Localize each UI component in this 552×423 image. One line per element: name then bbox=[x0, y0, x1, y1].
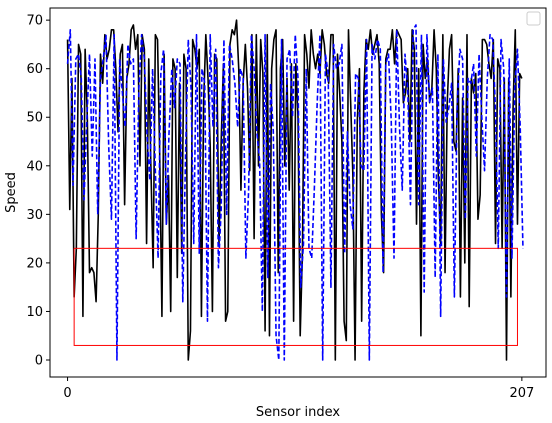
y-tick-label: 40 bbox=[26, 159, 43, 174]
legend bbox=[526, 11, 541, 26]
highlight-rectangle bbox=[73, 247, 518, 346]
legend-box bbox=[526, 11, 541, 26]
y-axis-title: Speed bbox=[4, 172, 19, 213]
plot-frame bbox=[49, 7, 547, 378]
y-tick-label: 10 bbox=[26, 305, 43, 320]
x-axis: 0 207 bbox=[63, 377, 534, 401]
y-tick-label: 60 bbox=[26, 62, 43, 77]
series-line-1 bbox=[66, 19, 523, 361]
x-tick-label: 0 bbox=[63, 386, 71, 401]
y-tick-label: 0 bbox=[35, 354, 43, 369]
y-axis: 0 10 20 30 40 50 60 70 bbox=[26, 14, 50, 369]
y-tick-label: 50 bbox=[26, 111, 43, 126]
x-tick-label: 207 bbox=[509, 386, 534, 401]
plot-annotations bbox=[73, 247, 518, 346]
y-tick-label: 30 bbox=[26, 208, 43, 223]
y-tick-label: 20 bbox=[26, 256, 43, 271]
x-axis-title: Sensor index bbox=[256, 405, 341, 420]
y-tick-label: 70 bbox=[26, 14, 43, 29]
plot-series bbox=[66, 19, 524, 361]
series-line-2 bbox=[66, 24, 524, 361]
